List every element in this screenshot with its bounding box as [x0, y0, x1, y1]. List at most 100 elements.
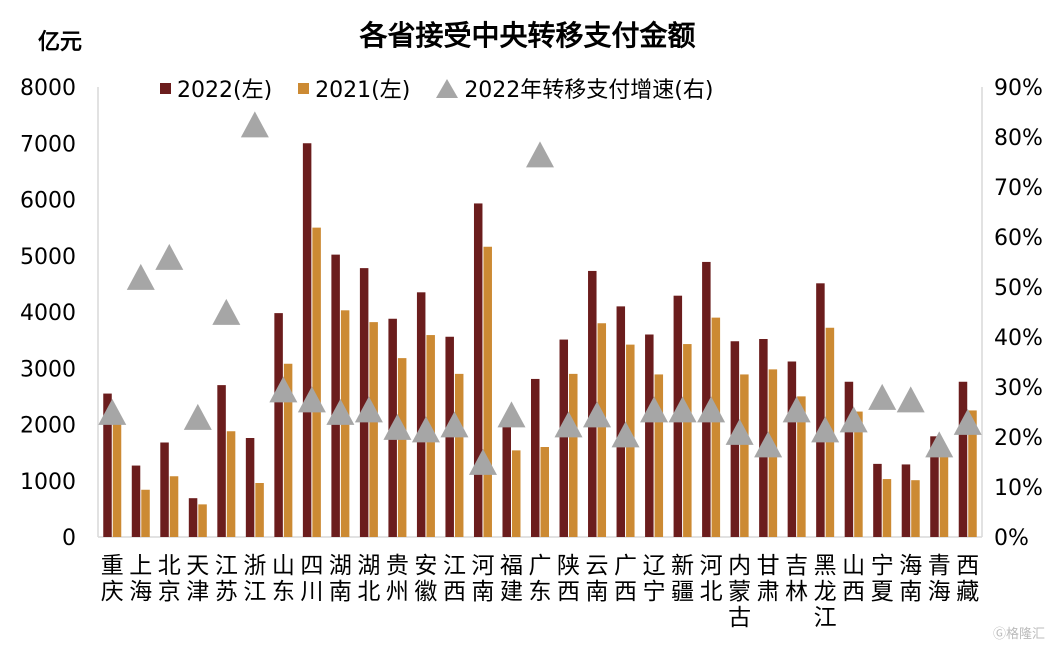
x-tick-label: 庆 — [101, 579, 124, 605]
growth-marker — [640, 396, 669, 423]
growth-marker — [297, 386, 326, 413]
x-tick-label: 福 — [500, 553, 523, 579]
bar-2022 — [816, 283, 825, 537]
bar-2021 — [911, 480, 920, 537]
x-tick-label: 西 — [557, 579, 580, 605]
x-tick-label: 吉 — [785, 553, 808, 579]
y-tick-label-left: 2000 — [20, 414, 76, 439]
bar-2022 — [160, 442, 169, 537]
bar-2021 — [540, 447, 549, 537]
growth-marker — [468, 448, 497, 475]
growth-marker — [896, 386, 925, 413]
bar-2021 — [711, 317, 721, 537]
growth-marker — [725, 418, 754, 445]
growth-marker — [839, 406, 868, 433]
bar-2021 — [740, 374, 749, 537]
growth-marker — [554, 411, 583, 438]
x-tick-label: 青 — [928, 553, 951, 579]
growth-marker — [411, 416, 440, 443]
bar-2021 — [569, 373, 578, 537]
bar-2021 — [797, 396, 806, 537]
x-tick-label: 南 — [899, 579, 922, 605]
x-tick-label: 河 — [700, 553, 723, 579]
x-tick-label: 海 — [928, 579, 951, 605]
legend-item-growth: 2022年转移支付增速(右) — [436, 72, 713, 104]
bar-2021 — [169, 476, 179, 537]
x-tick-label: 南 — [471, 579, 494, 605]
bar-2021 — [112, 421, 122, 537]
x-tick-label: 安 — [414, 553, 437, 579]
growth-marker — [782, 396, 811, 423]
bar-2022 — [131, 465, 141, 537]
x-tick-label: 重 — [101, 553, 124, 579]
growth-marker — [212, 298, 241, 325]
x-tick-label: 海 — [899, 553, 922, 579]
bar-2021 — [968, 410, 977, 537]
bar-2021 — [369, 322, 378, 537]
x-tick-label: 山 — [842, 553, 865, 579]
x-tick-label: 广 — [614, 553, 637, 579]
bar-2021 — [483, 246, 492, 537]
watermark: Ⓖ格隆汇 — [992, 627, 1045, 642]
bar-2022 — [302, 143, 312, 537]
y-tick-label-left: 4000 — [20, 301, 76, 326]
x-tick-label: 徽 — [414, 579, 437, 605]
growth-marker — [611, 421, 640, 448]
y-tick-label-left: 5000 — [20, 245, 76, 270]
x-tick-label: 浙 — [243, 553, 266, 579]
x-tick-label: 夏 — [871, 579, 894, 605]
y-tick-label-right: 50% — [994, 276, 1043, 301]
y-tick-label-right: 40% — [994, 326, 1043, 351]
x-tick-label: 四 — [300, 553, 323, 579]
x-tick-label: 广 — [529, 553, 552, 579]
bar-2021 — [198, 504, 207, 537]
x-tick-label: 龙 — [814, 579, 837, 605]
x-tick-label: 东 — [529, 579, 552, 605]
growth-marker — [953, 408, 982, 435]
x-tick-label: 内 — [728, 553, 751, 579]
x-tick-label: 河 — [471, 553, 494, 579]
bar-2022 — [844, 381, 854, 537]
growth-marker — [126, 263, 155, 290]
bar-2022 — [930, 436, 939, 537]
bar-2022 — [702, 261, 711, 537]
x-tick-label: 辽 — [643, 553, 666, 579]
x-tick-label: 疆 — [671, 579, 694, 605]
legend-item-2021: 2021(左) — [298, 72, 410, 104]
growth-marker — [697, 396, 726, 423]
growth-marker — [668, 396, 697, 423]
growth-marker — [183, 403, 212, 430]
x-tick-label: 西 — [956, 553, 979, 579]
bar-2022 — [188, 498, 198, 537]
growth-marker — [155, 243, 184, 270]
growth-marker — [98, 398, 127, 425]
bar-2022 — [759, 339, 768, 537]
bar-2021 — [511, 450, 521, 537]
bar-2021 — [454, 373, 464, 537]
bar-2022 — [473, 203, 483, 537]
y-tick-label-right: 30% — [994, 376, 1043, 401]
x-tick-label: 西 — [614, 579, 637, 605]
x-tick-label: 云 — [586, 553, 609, 579]
bar-2021 — [597, 323, 607, 537]
growth-marker — [497, 401, 526, 428]
growth-marker — [383, 413, 412, 440]
legend-label-2022: 2022(左) — [177, 78, 273, 103]
x-tick-label: 湖 — [357, 553, 380, 579]
x-tick-label: 南 — [586, 579, 609, 605]
y-tick-label-left: 3000 — [20, 357, 76, 382]
bar-2022 — [502, 426, 511, 537]
x-tick-label: 肃 — [757, 579, 780, 605]
growth-marker — [583, 401, 612, 428]
bar-2022 — [588, 270, 597, 537]
x-tick-label: 宁 — [871, 553, 894, 579]
y-tick-label-right: 90% — [994, 76, 1043, 101]
bar-2022 — [616, 306, 626, 537]
x-tick-label: 江 — [243, 579, 266, 605]
bar-2022 — [787, 361, 797, 537]
bar-2022 — [331, 254, 340, 537]
x-tick-label: 藏 — [956, 579, 979, 605]
x-tick-label: 西 — [842, 579, 865, 605]
